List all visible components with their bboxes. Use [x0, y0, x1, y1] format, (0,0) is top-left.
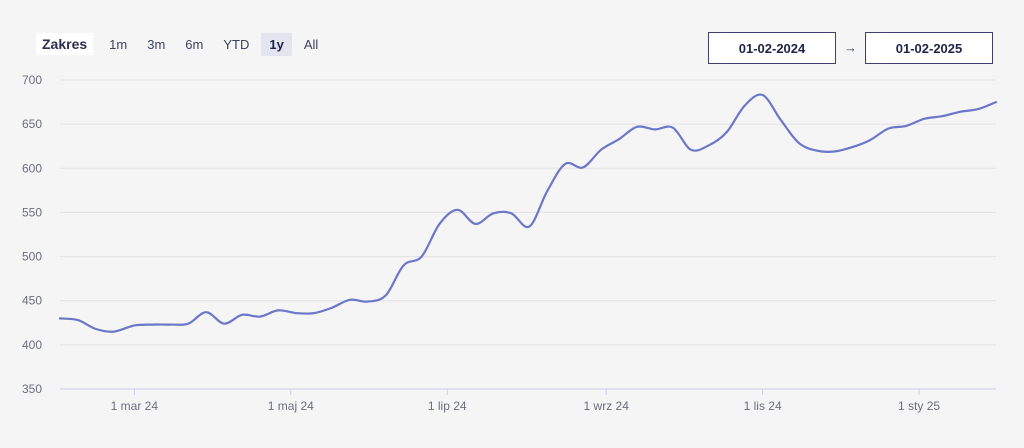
date-to-input[interactable]: 01-02-2025 [865, 32, 993, 64]
x-tick-label-1: 1 maj 24 [268, 399, 314, 413]
range-option-1m[interactable]: 1m [109, 36, 128, 52]
range-option-ytd[interactable]: YTD [223, 36, 250, 52]
x-tick-label-3: 1 wrz 24 [584, 399, 630, 413]
x-tick-label-5: 1 sty 25 [898, 399, 940, 413]
y-tick-label-350: 350 [22, 382, 42, 396]
y-tick-label-550: 550 [22, 205, 42, 219]
y-tick-label-650: 650 [22, 117, 42, 131]
range-label: Zakres [36, 33, 94, 55]
range-option-1y[interactable]: 1y [261, 32, 292, 56]
x-tick-label-2: 1 lip 24 [428, 399, 467, 413]
range-option-6m[interactable]: 6m [185, 36, 204, 52]
y-tick-label-600: 600 [22, 161, 42, 175]
range-selector: Zakres 1m 3m 6m YTD 1y All [36, 32, 328, 56]
series-line [58, 93, 998, 333]
date-range-arrow: → [844, 40, 857, 55]
date-from-input[interactable]: 01-02-2024 [708, 32, 836, 64]
range-option-all[interactable]: All [303, 36, 319, 52]
x-tick-label-4: 1 lis 24 [744, 399, 782, 413]
range-option-3m[interactable]: 3m [147, 36, 166, 52]
y-tick-label-450: 450 [22, 294, 42, 308]
y-tick-label-400: 400 [22, 338, 42, 352]
y-tick-label-500: 500 [22, 250, 42, 264]
x-tick-label-0: 1 mar 24 [111, 399, 159, 413]
y-tick-label-700: 700 [22, 73, 42, 87]
